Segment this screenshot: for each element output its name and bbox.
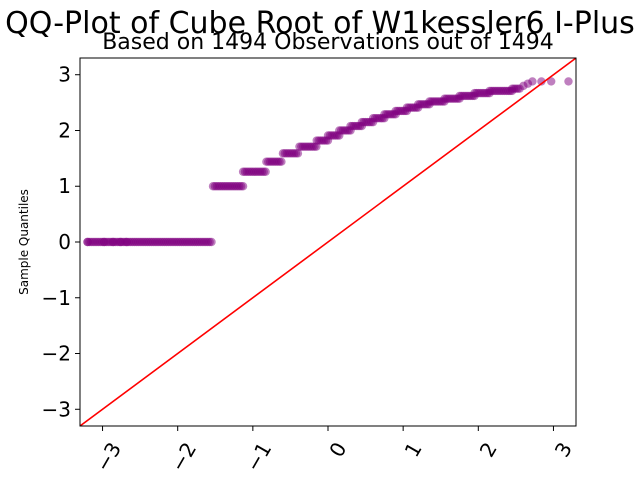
data-point [537, 77, 546, 86]
data-point [261, 167, 270, 176]
data-point [116, 237, 125, 247]
x-tick-label: 1 [399, 438, 426, 461]
points-layer [83, 77, 573, 247]
y-tick-label: 2 [58, 118, 71, 142]
y-axis: −3 −2 −1 0 1 2 3 [42, 63, 80, 421]
data-point [83, 237, 92, 247]
data-point [528, 77, 537, 86]
data-point [564, 77, 573, 86]
x-tick-label: −2 [166, 438, 202, 476]
data-point [547, 77, 556, 86]
y-axis-label: Sample Quantiles [17, 189, 31, 295]
y-tick-label: −2 [42, 342, 71, 366]
x-tick-label: 2 [475, 438, 502, 461]
x-tick-label: −3 [91, 438, 127, 476]
x-tick-label: −1 [241, 438, 277, 476]
x-tick-label: 3 [550, 438, 577, 461]
y-tick-label: 0 [58, 230, 71, 254]
data-point [122, 237, 131, 247]
data-point [108, 237, 118, 247]
reference-line [80, 58, 576, 426]
chart-title: QQ-Plot of Cube Root of W1kessler6 I-Plu… [5, 6, 635, 41]
data-point [238, 182, 248, 191]
data-point [277, 157, 286, 166]
chart-subtitle: Based on 1494 Observations out of 1494 [102, 30, 554, 55]
x-axis: −3 −2 −1 0 1 2 3 [91, 426, 577, 476]
data-point [99, 237, 109, 247]
data-point [207, 237, 216, 247]
y-tick-label: 3 [58, 63, 71, 87]
y-tick-label: 1 [58, 174, 71, 198]
x-tick-label: 0 [324, 438, 351, 461]
y-tick-label: −1 [42, 286, 71, 310]
y-tick-label: −3 [42, 397, 71, 421]
data-point [293, 149, 303, 158]
